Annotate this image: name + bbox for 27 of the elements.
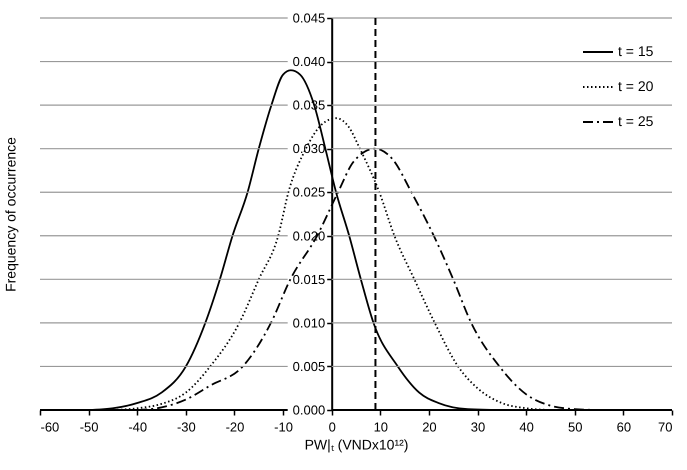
y-tick-label: 0.030	[292, 141, 326, 156]
x-tick-label: 50	[568, 420, 583, 434]
y-tick-label: 0.045	[292, 10, 326, 26]
x-tick-label: 70	[658, 420, 672, 434]
x-tick-label: -30	[176, 420, 196, 434]
y-axis-title: Frequency of occurrence	[2, 136, 18, 292]
y-tick-label: 0.015	[292, 272, 326, 287]
legend-label: t = 20	[618, 78, 654, 94]
x-tick-label: 0	[328, 420, 336, 434]
x-axis-title: PW|ₜ (VNDx10¹²)	[304, 436, 408, 452]
legend-label: t = 15	[618, 43, 654, 59]
x-tick-label: -20	[226, 420, 244, 434]
x-tick-label: 10	[374, 420, 388, 434]
x-tick-label: -50	[80, 420, 99, 434]
x-tick-label: -40	[128, 420, 148, 434]
y-tick-label: 0.040	[292, 54, 326, 70]
x-tick-label: 20	[422, 420, 437, 434]
y-tick-label: 0.010	[292, 315, 326, 330]
y-tick-label: 0.005	[292, 358, 326, 374]
x-tick-label: 30	[470, 420, 486, 434]
y-tick-label: 0.000	[292, 402, 326, 418]
x-tick-label: 40	[519, 420, 534, 434]
y-tick-label: 0.025	[292, 184, 326, 200]
x-tick-label: 60	[616, 420, 632, 434]
legend-label: t = 25	[618, 113, 654, 129]
x-tick-label: -10	[274, 420, 293, 434]
x-tick-label: -60	[40, 420, 60, 434]
